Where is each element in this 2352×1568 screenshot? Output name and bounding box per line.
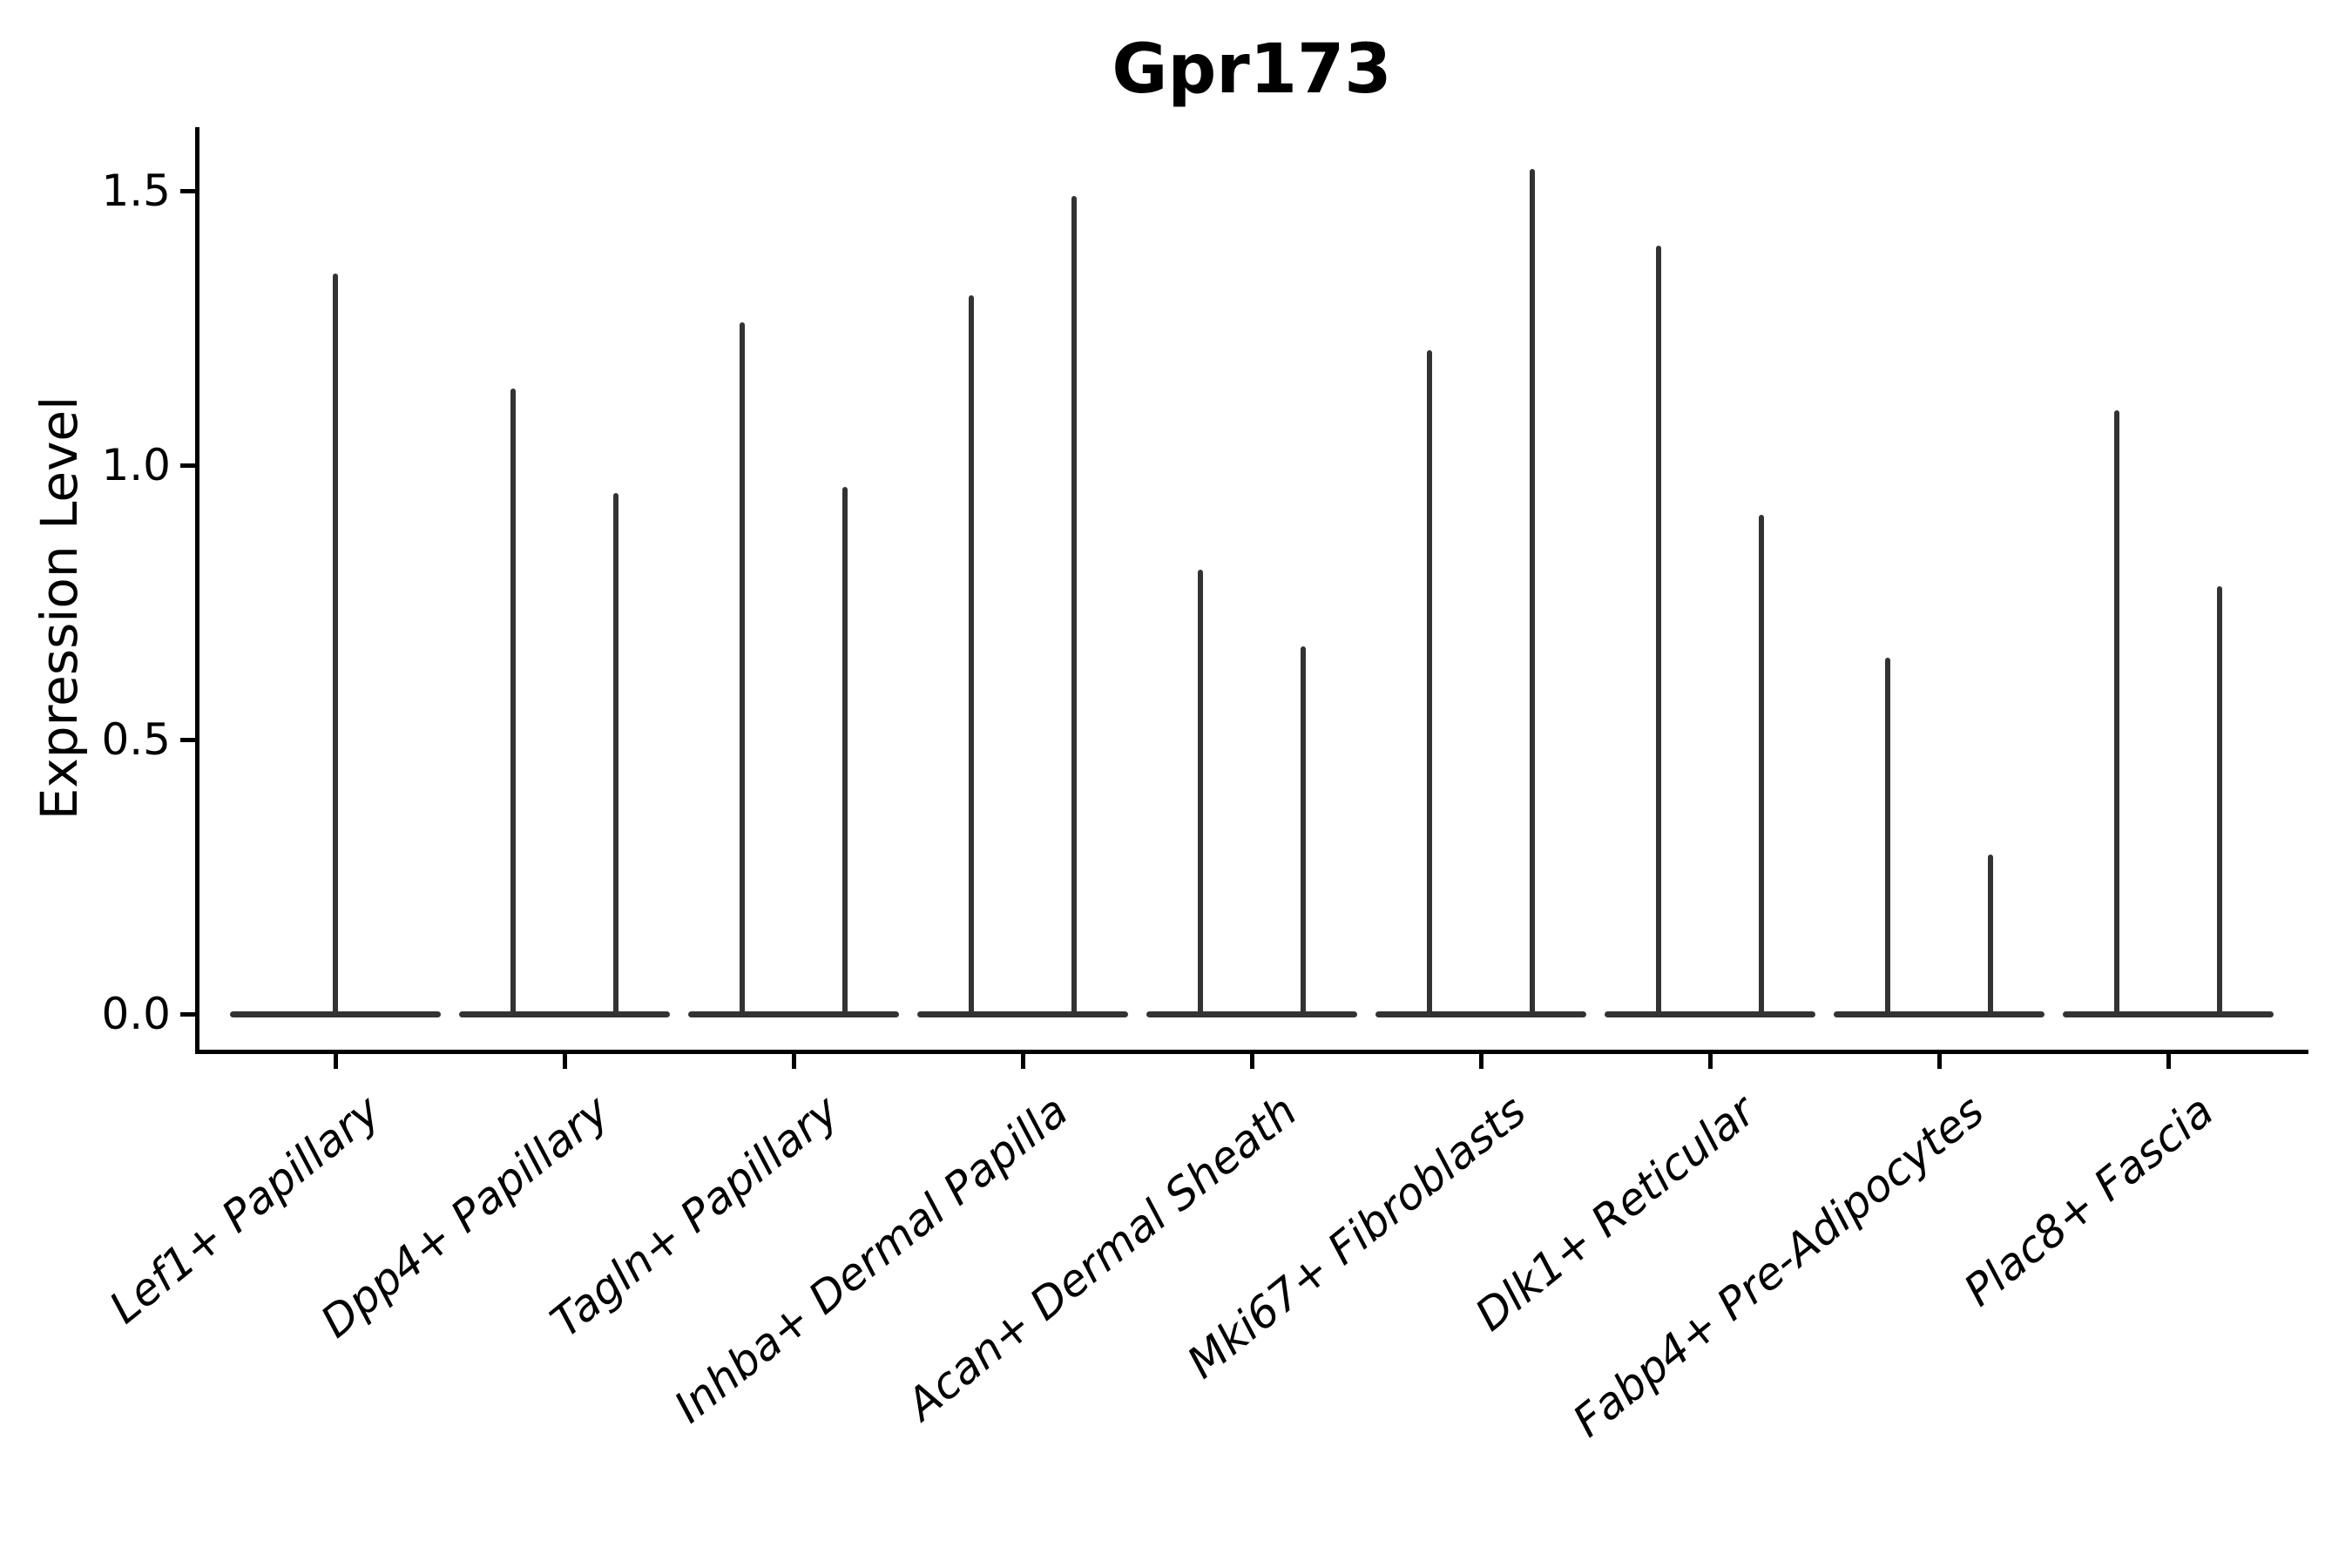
y-tick-mark — [180, 463, 195, 468]
violin-zero-baseline — [2063, 1011, 2274, 1017]
violin-spike — [1071, 196, 1077, 1017]
violin-spike — [333, 273, 338, 1017]
violin-spike — [1301, 645, 1306, 1017]
y-tick-mark — [180, 189, 195, 193]
violin-spike — [1530, 168, 1535, 1017]
violin-spike — [1885, 657, 1890, 1017]
y-tick-label: 0.5 — [101, 714, 171, 765]
violin-spike — [1427, 349, 1432, 1017]
x-tick-label: Plac8+ Fascia — [1954, 1085, 2223, 1316]
x-tick-mark — [1021, 1054, 1025, 1069]
violin-spike — [1759, 514, 1764, 1017]
violin-zero-baseline — [459, 1011, 670, 1017]
x-tick-label: Inhba+ Dermal Papilla — [665, 1085, 1078, 1433]
violin-spike — [2114, 410, 2119, 1017]
violin-zero-baseline — [688, 1011, 899, 1017]
violin-zero-baseline — [1605, 1011, 1815, 1017]
x-tick-mark — [2166, 1054, 2171, 1069]
y-axis-spine — [195, 127, 199, 1054]
y-tick-label: 0.0 — [101, 989, 171, 1039]
x-tick-mark — [334, 1054, 338, 1069]
y-tick-mark — [180, 1012, 195, 1017]
plot-title: Gpr173 — [1112, 30, 1392, 109]
violin-spike — [613, 492, 618, 1017]
y-tick-label: 1.5 — [101, 166, 171, 216]
violin-spike — [1198, 569, 1203, 1017]
violin-spike — [1988, 855, 1993, 1017]
violin-zero-baseline — [1375, 1011, 1586, 1017]
violin-spike — [969, 294, 974, 1017]
x-tick-mark — [1708, 1054, 1713, 1069]
x-tick-mark — [563, 1054, 567, 1069]
x-axis-spine — [195, 1050, 2308, 1054]
violin-spike — [1656, 246, 1661, 1017]
violin-spike — [510, 388, 516, 1017]
x-tick-label: Acan+ Dermal Sheath — [897, 1085, 1307, 1430]
violin-spike — [740, 322, 745, 1017]
violin-zero-baseline — [917, 1011, 1128, 1017]
violin-spike — [2217, 585, 2222, 1017]
violin-zero-baseline — [1146, 1011, 1357, 1017]
y-tick-label: 1.0 — [101, 440, 171, 490]
x-tick-mark — [792, 1054, 796, 1069]
x-tick-label: Fabp4+ Pre-Adipocytes — [1564, 1085, 1994, 1447]
y-tick-mark — [180, 738, 195, 742]
violin-zero-baseline — [1834, 1011, 2044, 1017]
violin-spike — [842, 487, 848, 1017]
x-tick-mark — [1479, 1054, 1484, 1069]
x-tick-mark — [1937, 1054, 1942, 1069]
x-tick-mark — [1250, 1054, 1254, 1069]
